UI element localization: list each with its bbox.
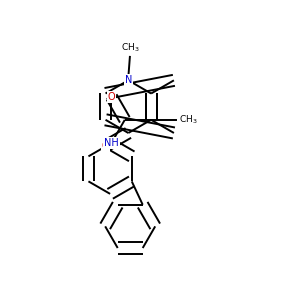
Text: CH$_3$: CH$_3$	[121, 41, 139, 54]
Text: O: O	[108, 92, 116, 102]
Text: NH: NH	[104, 138, 119, 148]
Text: CH$_3$: CH$_3$	[179, 114, 198, 126]
Text: O: O	[102, 141, 109, 151]
Text: N: N	[124, 75, 132, 85]
